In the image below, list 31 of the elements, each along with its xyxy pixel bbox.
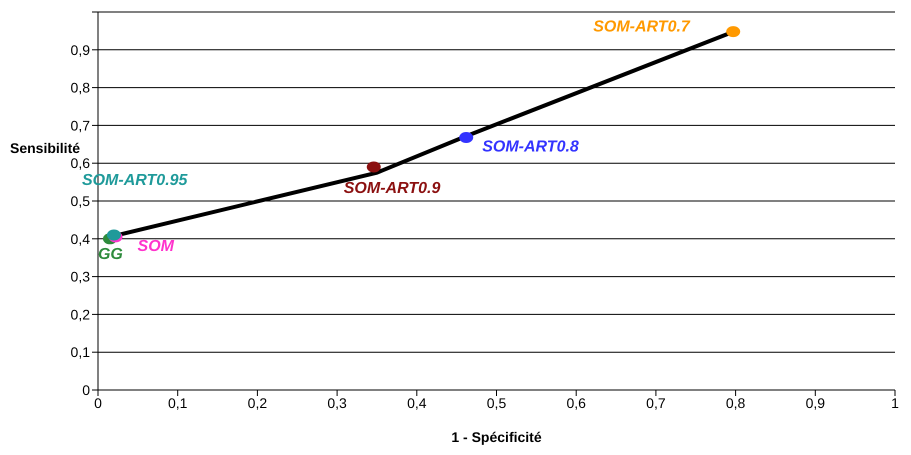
series-label: SOM-ART0.9	[344, 180, 440, 197]
y-tick-label: 0,1	[70, 344, 90, 360]
point	[459, 132, 474, 143]
y-tick-label: 0,8	[70, 80, 90, 96]
series-label: SOM	[138, 238, 175, 255]
x-tick-label: 0,3	[327, 394, 348, 411]
y-tick-label: 0,5	[70, 192, 90, 209]
y-tick-label: 0,4	[70, 230, 90, 247]
y-tick-label: 0	[82, 382, 90, 398]
x-tick-label: 0,9	[806, 394, 826, 411]
series-label: GG	[98, 246, 123, 263]
x-tick-label: 0,5	[486, 394, 506, 411]
x-tick-label: 0,8	[726, 394, 746, 411]
y-axis-title: Sensibilité	[10, 140, 80, 156]
x-axis-title: 1 - Spécificité	[451, 429, 542, 445]
x-tick-label: 0,2	[248, 394, 268, 411]
x-tick-label: 0	[94, 394, 102, 411]
point	[366, 161, 381, 172]
text: SOM-ART0.7	[593, 18, 691, 36]
y-tick-label: 0,2	[70, 306, 90, 322]
y-tick-label: 0,7	[70, 117, 90, 134]
x-tick-label: 0,1	[168, 394, 188, 411]
x-tick-label: 1	[891, 394, 900, 411]
x-tick-label: 0,6	[566, 394, 586, 411]
x-tick-label: 0,7	[646, 394, 666, 411]
point	[726, 26, 740, 38]
y-tick-label: 0,6	[70, 155, 90, 172]
y-tick-label: 0,3	[70, 268, 90, 285]
x-tick-label: 0,4	[407, 394, 427, 411]
series-label: SOM-ART0.8	[482, 138, 579, 156]
y-tick-label: 0,9	[70, 42, 90, 58]
